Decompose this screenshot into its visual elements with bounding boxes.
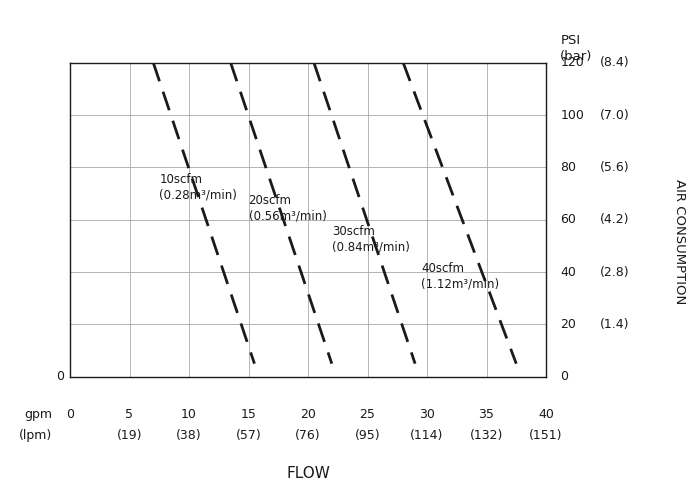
Text: (5.6): (5.6) bbox=[600, 161, 629, 174]
Text: (8.4): (8.4) bbox=[600, 57, 629, 69]
Text: (1.4): (1.4) bbox=[600, 318, 629, 331]
Text: 35: 35 bbox=[479, 408, 494, 421]
Text: 20: 20 bbox=[300, 408, 316, 421]
Text: 40scfm
(1.12m³/min): 40scfm (1.12m³/min) bbox=[421, 262, 499, 291]
Text: (38): (38) bbox=[176, 429, 202, 442]
Text: 80: 80 bbox=[560, 161, 576, 174]
Text: (bar): (bar) bbox=[560, 50, 593, 63]
Text: 25: 25 bbox=[360, 408, 375, 421]
Text: (76): (76) bbox=[295, 429, 321, 442]
Text: (lpm): (lpm) bbox=[19, 429, 52, 442]
Text: AIR CONSUMPTION: AIR CONSUMPTION bbox=[673, 179, 685, 304]
Text: 120: 120 bbox=[560, 57, 584, 69]
Text: 0: 0 bbox=[56, 370, 64, 383]
Text: 10scfm
(0.28m³/min): 10scfm (0.28m³/min) bbox=[160, 172, 237, 202]
Text: (2.8): (2.8) bbox=[600, 266, 629, 279]
Text: (57): (57) bbox=[236, 429, 261, 442]
Text: (114): (114) bbox=[410, 429, 444, 442]
Text: FLOW: FLOW bbox=[286, 466, 330, 481]
Text: PSI: PSI bbox=[560, 34, 580, 47]
Text: 100: 100 bbox=[560, 109, 584, 122]
Text: 15: 15 bbox=[241, 408, 256, 421]
Text: 40: 40 bbox=[538, 408, 554, 421]
Text: (95): (95) bbox=[355, 429, 380, 442]
Text: 40: 40 bbox=[560, 266, 576, 279]
Text: (132): (132) bbox=[470, 429, 503, 442]
Text: (151): (151) bbox=[529, 429, 563, 442]
Text: (4.2): (4.2) bbox=[600, 213, 629, 226]
Text: 0: 0 bbox=[66, 408, 74, 421]
Text: (7.0): (7.0) bbox=[600, 109, 629, 122]
Text: gpm: gpm bbox=[24, 408, 52, 421]
Text: 20scfm
(0.56m³/min): 20scfm (0.56m³/min) bbox=[248, 194, 326, 223]
Text: 10: 10 bbox=[181, 408, 197, 421]
Text: 0: 0 bbox=[560, 370, 568, 383]
Text: 20: 20 bbox=[560, 318, 576, 331]
Text: 60: 60 bbox=[560, 213, 576, 226]
Text: (19): (19) bbox=[117, 429, 142, 442]
Text: 5: 5 bbox=[125, 408, 134, 421]
Text: 30scfm
(0.84m³/min): 30scfm (0.84m³/min) bbox=[332, 225, 410, 254]
Text: 30: 30 bbox=[419, 408, 435, 421]
